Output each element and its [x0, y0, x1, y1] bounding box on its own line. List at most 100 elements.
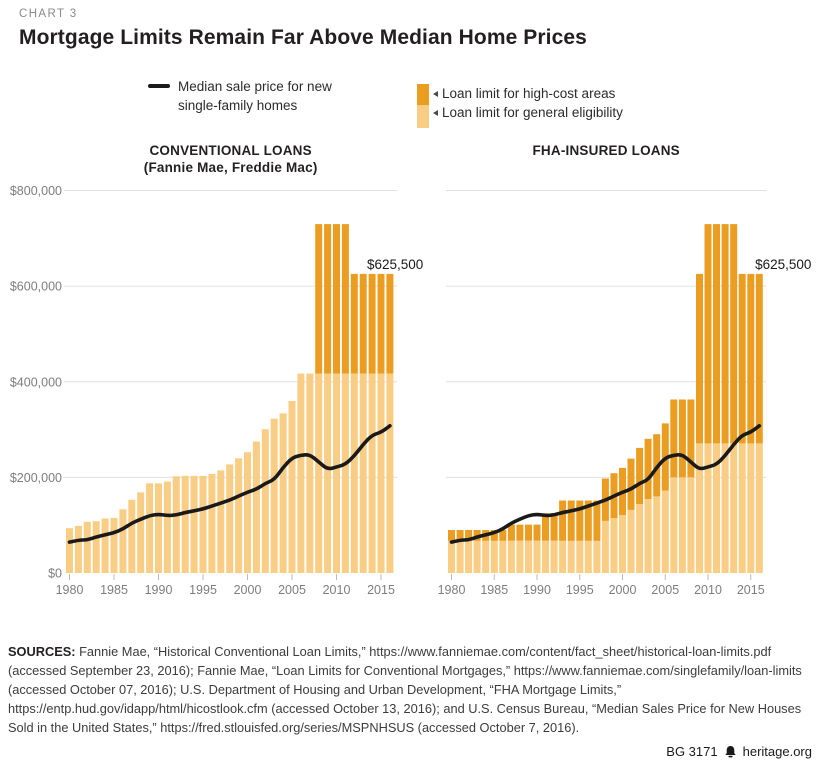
panel-title: FHA-INSURED LOANS — [532, 143, 679, 158]
general-eligibility-bar — [627, 509, 635, 573]
general-eligibility-bar — [315, 373, 323, 573]
loan-limit-bars — [448, 224, 763, 573]
general-eligibility-bar — [482, 540, 490, 573]
general-eligibility-bar — [92, 521, 100, 573]
panel-title: CONVENTIONAL LOANS — [149, 143, 311, 158]
general-eligibility-bar — [279, 413, 287, 573]
high-cost-bar — [359, 273, 367, 374]
high-cost-bar — [636, 447, 644, 504]
general-eligibility-bar — [155, 483, 162, 573]
general-eligibility-bar — [297, 373, 305, 573]
general-eligibility-bar — [235, 458, 243, 574]
general-eligibility-bar — [653, 496, 661, 573]
y-axis-labels: $0 $200,000 $400,000 $600,000 $800,000 — [10, 184, 62, 581]
high-cost-bar — [559, 500, 567, 541]
general-eligibility-bar — [270, 418, 278, 573]
loan-limit-annotation: $625,500 — [755, 257, 811, 272]
x-axis-label: 1995 — [566, 583, 594, 597]
general-swatch — [417, 105, 429, 128]
sources-line: https://entp.hud.gov/idapp/html/hicostlo… — [8, 701, 802, 716]
x-axis: 1980 1985 1990 1995 2000 2005 2010 2015 — [438, 574, 765, 597]
y-axis-label: $400,000 — [10, 375, 62, 389]
high-cost-bar — [678, 399, 686, 478]
high-cost-bar — [350, 273, 358, 374]
general-eligibility-bar — [208, 474, 216, 573]
general-eligibility-bar — [610, 517, 618, 573]
high-cost-bar — [456, 530, 464, 541]
general-eligibility-bar — [226, 464, 234, 573]
high-cost-bar — [386, 273, 394, 374]
general-eligibility-bar — [576, 540, 584, 573]
high-cost-bar — [516, 524, 524, 541]
x-axis-label: 1995 — [189, 583, 217, 597]
report-id: BG 3171 — [666, 744, 718, 759]
general-eligibility-bar — [288, 401, 296, 573]
general-eligibility-bar — [473, 540, 481, 573]
general-eligibility-bar — [533, 540, 541, 573]
panel-title: (Fannie Mae, Freddie Mac) — [144, 160, 318, 175]
x-axis-label: 1980 — [438, 583, 466, 597]
charts-canvas: $0$200,000$400,000$600,000$800,000CONVEN… — [10, 143, 812, 597]
x-axis-label: 2000 — [609, 583, 637, 597]
general-eligibility-bar — [163, 481, 171, 573]
legend-loan-limit-item: Loan limit for high-cost areas Loan limi… — [417, 84, 623, 128]
x-axis-label: 1985 — [480, 583, 508, 597]
general-eligibility-bar — [333, 373, 340, 573]
general-eligibility-bar — [678, 477, 686, 573]
x-axis: 1980 1985 1990 1995 2000 2005 2010 2015 — [56, 574, 395, 597]
median-price-line — [449, 424, 762, 544]
general-eligibility-bar — [146, 483, 154, 573]
loan-limit-bars — [66, 224, 394, 574]
high-cost-bar — [507, 524, 515, 541]
legend-high-cost-row: Loan limit for high-cost areas — [433, 84, 623, 103]
general-eligibility-bar — [550, 540, 558, 573]
high-cost-bar — [490, 530, 498, 541]
median-price-line — [67, 424, 392, 544]
site-link: heritage.org — [742, 744, 812, 759]
general-eligibility-bar — [244, 452, 251, 573]
legend-median-item: Median sale price for new single-family … — [148, 77, 332, 115]
high-cost-bar — [576, 500, 584, 541]
general-eligibility-bar — [190, 475, 198, 573]
high-cost-bar — [542, 513, 549, 541]
general-eligibility-bar — [110, 517, 118, 573]
general-eligibility-bar — [172, 476, 180, 573]
high-cost-bar — [525, 524, 532, 541]
x-axis-label: 2015 — [737, 583, 765, 597]
x-axis-label: 1990 — [523, 583, 551, 597]
general-eligibility-bar — [261, 429, 269, 573]
conventional-loans-panel: CONVENTIONAL LOANS (Fannie Mae, Freddie M… — [56, 143, 424, 597]
general-eligibility-bar — [619, 515, 626, 573]
general-eligibility-bar — [499, 540, 507, 573]
chart-kicker: CHART 3 — [19, 8, 78, 20]
high-cost-bar — [341, 224, 349, 374]
high-cost-bar — [713, 224, 720, 444]
sources-note: SOURCES: Fannie Mae, “Historical Convent… — [8, 642, 802, 737]
general-eligibility-bar — [696, 443, 703, 573]
high-cost-bar — [704, 224, 712, 444]
high-cost-swatch — [417, 84, 429, 105]
high-cost-bar — [687, 399, 695, 478]
x-axis-label: 1990 — [145, 583, 173, 597]
general-eligibility-bar — [755, 443, 763, 573]
general-eligibility-bar — [217, 470, 225, 573]
high-cost-bar — [593, 500, 601, 541]
y-axis-label: $0 — [48, 567, 62, 581]
sources-line: (accessed October 07, 2016); U.S. Depart… — [8, 682, 622, 697]
x-axis-label: 2005 — [651, 583, 679, 597]
general-eligibility-bar — [559, 540, 567, 573]
y-axis-label: $200,000 — [10, 471, 62, 485]
left-pointer-icon — [433, 109, 438, 116]
high-cost-bar — [567, 500, 575, 541]
general-eligibility-bar — [542, 540, 549, 573]
general-eligibility-bar — [593, 540, 601, 573]
median-line-swatch — [148, 84, 170, 88]
footer: BG 3171 heritage.org — [666, 744, 812, 759]
general-eligibility-bar — [601, 520, 609, 573]
high-cost-bar — [670, 399, 678, 478]
general-eligibility-bar — [567, 540, 575, 573]
general-eligibility-bar — [490, 540, 498, 573]
general-eligibility-bar — [704, 443, 712, 573]
high-cost-bar — [584, 500, 592, 541]
